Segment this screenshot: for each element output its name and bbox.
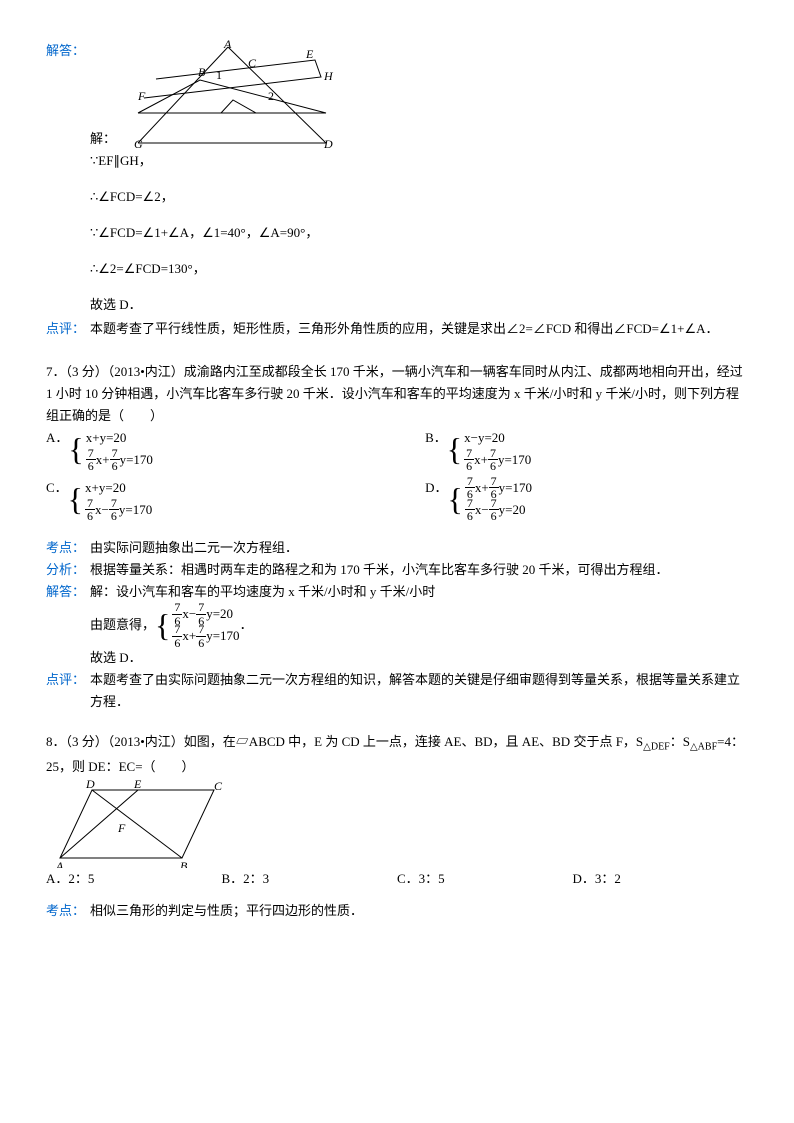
- q8-stem-a: 8．（3 分）（2013•内江）如图，在▱ABCD 中，E 为 CD 上一点，连…: [46, 734, 643, 749]
- svg-text:F: F: [137, 89, 146, 103]
- q7-analysis-label: 分析：: [46, 559, 90, 581]
- q6-line-2: ∵∠FCD=∠1+∠A，∠1=40°，∠A=90°，: [90, 222, 748, 244]
- q7-answer-suffix: ．: [240, 614, 253, 636]
- q8-topic-label: 考点：: [46, 900, 90, 922]
- q7-stem: 7．（3 分）（2013•内江）成渝路内江至成都段全长 170 千米，一辆小汽车…: [46, 361, 748, 427]
- q7-answer-l1: 解：设小汽车和客车的平均速度为 x 千米/小时和 y 千米/小时: [90, 581, 748, 603]
- q7-opt-a-letter: A．: [46, 427, 68, 471]
- q6-line-1: ∴∠FCD=∠2，: [90, 186, 748, 208]
- svg-text:B: B: [180, 859, 188, 868]
- svg-text:C: C: [248, 56, 257, 70]
- q8-opt-d: D．3：2: [573, 868, 749, 890]
- q7-topic-row: 考点： 由实际问题抽象出二元一次方程组．: [46, 537, 748, 559]
- svg-text:B: B: [198, 65, 206, 79]
- q6-answer-row: 解答： 解： A C B E H F: [46, 40, 748, 318]
- q7-answer-prefix: 由题意得，: [90, 614, 155, 636]
- q7-review-text: 本题考查了由实际问题抽象二元一次方程组的知识，解答本题的关键是仔细审题得到等量关…: [90, 669, 748, 713]
- q6-review-label: 点评：: [46, 318, 90, 340]
- q7-review-row: 点评： 本题考查了由实际问题抽象二元一次方程组的知识，解答本题的关键是仔细审题得…: [46, 669, 748, 713]
- q8-options: A．2：5 B．2：3 C．3：5 D．3：2: [46, 868, 748, 890]
- q8-stem: 8．（3 分）（2013•内江）如图，在▱ABCD 中，E 为 CD 上一点，连…: [46, 731, 748, 778]
- q7-opt-c-letter: C．: [46, 477, 68, 521]
- svg-text:C: C: [214, 779, 223, 793]
- q6-review-row: 点评： 本题考查了平行线性质，矩形性质，三角形外角性质的应用，关键是求出∠2=∠…: [46, 318, 748, 340]
- q7-topic-label: 考点：: [46, 537, 90, 559]
- q6-sol-prefix: 解：: [90, 128, 116, 150]
- q8-opt-c: C．3：5: [397, 868, 573, 890]
- q8-stem-sub2: △ABF: [690, 742, 717, 753]
- q7-answer-content: 解：设小汽车和客车的平均速度为 x 千米/小时和 y 千米/小时 由题意得， {…: [90, 581, 748, 669]
- q8-stem-mid: ：S: [670, 734, 690, 749]
- q8-opt-a: A．2：5: [46, 868, 222, 890]
- q7-opt-c: C． { x+y=20 76x−76y=170: [46, 477, 425, 521]
- q7-opt-a: A． { x+y=20 76x+76y=170: [46, 427, 425, 471]
- q8-diagram: A B C D E F: [46, 778, 226, 868]
- q7-review-label: 点评：: [46, 669, 90, 713]
- q6-diagram-row: 解： A C B E H F G D: [90, 40, 748, 150]
- q6-line-4: 故选 D．: [90, 294, 748, 316]
- q6-answer-content: 解： A C B E H F G D: [90, 40, 748, 318]
- q6-answer-label: 解答：: [46, 40, 90, 318]
- svg-text:A: A: [55, 859, 64, 868]
- svg-text:G: G: [134, 137, 143, 150]
- q8-topic-row: 考点： 相似三角形的判定与性质；平行四边形的性质．: [46, 900, 748, 922]
- q7-answer-system: 由题意得， { 76x−76y=20 76x+76y=170 ．: [90, 603, 748, 647]
- svg-text:H: H: [323, 69, 334, 83]
- q8-topic-text: 相似三角形的判定与性质；平行四边形的性质．: [90, 900, 748, 922]
- q7-options: A． { x+y=20 76x+76y=170 B． { x−y=20 76x+…: [46, 427, 748, 527]
- svg-text:E: E: [305, 47, 314, 61]
- q8-stem-sub1: △DEF: [643, 742, 670, 753]
- q7-answer-label: 解答：: [46, 581, 90, 669]
- q7-opt-d-letter: D．: [425, 477, 447, 521]
- svg-text:2: 2: [268, 89, 274, 103]
- q6-diagram: A C B E H F G D 1 2: [116, 40, 336, 150]
- q6-review-text: 本题考查了平行线性质，矩形性质，三角形外角性质的应用，关键是求出∠2=∠FCD …: [90, 318, 748, 340]
- svg-text:D: D: [323, 137, 333, 150]
- q7-opt-b-letter: B．: [425, 427, 447, 471]
- q6-line-0: ∵EF∥GH，: [90, 150, 748, 172]
- svg-text:D: D: [85, 778, 95, 791]
- q7-answer-row: 解答： 解：设小汽车和客车的平均速度为 x 千米/小时和 y 千米/小时 由题意…: [46, 581, 748, 669]
- q6-line-3: ∴∠2=∠FCD=130°，: [90, 258, 748, 280]
- q7-topic-text: 由实际问题抽象出二元一次方程组．: [90, 537, 748, 559]
- q7-analysis-row: 分析： 根据等量关系：相遇时两车走的路程之和为 170 千米，小汽车比客车多行驶…: [46, 559, 748, 581]
- svg-text:A: A: [223, 40, 232, 51]
- q7-opt-b: B． { x−y=20 76x+76y=170: [425, 427, 748, 471]
- q8-opt-b: B．2：3: [222, 868, 398, 890]
- svg-text:1: 1: [216, 68, 222, 82]
- svg-text:E: E: [133, 778, 142, 791]
- svg-text:F: F: [117, 821, 126, 835]
- q7-answer-last: 故选 D．: [90, 647, 748, 669]
- q7-opt-d: D． { 76x+76y=170 76x−76y=20: [425, 477, 748, 521]
- q7-analysis-text: 根据等量关系：相遇时两车走的路程之和为 170 千米，小汽车比客车多行驶 20 …: [90, 559, 748, 581]
